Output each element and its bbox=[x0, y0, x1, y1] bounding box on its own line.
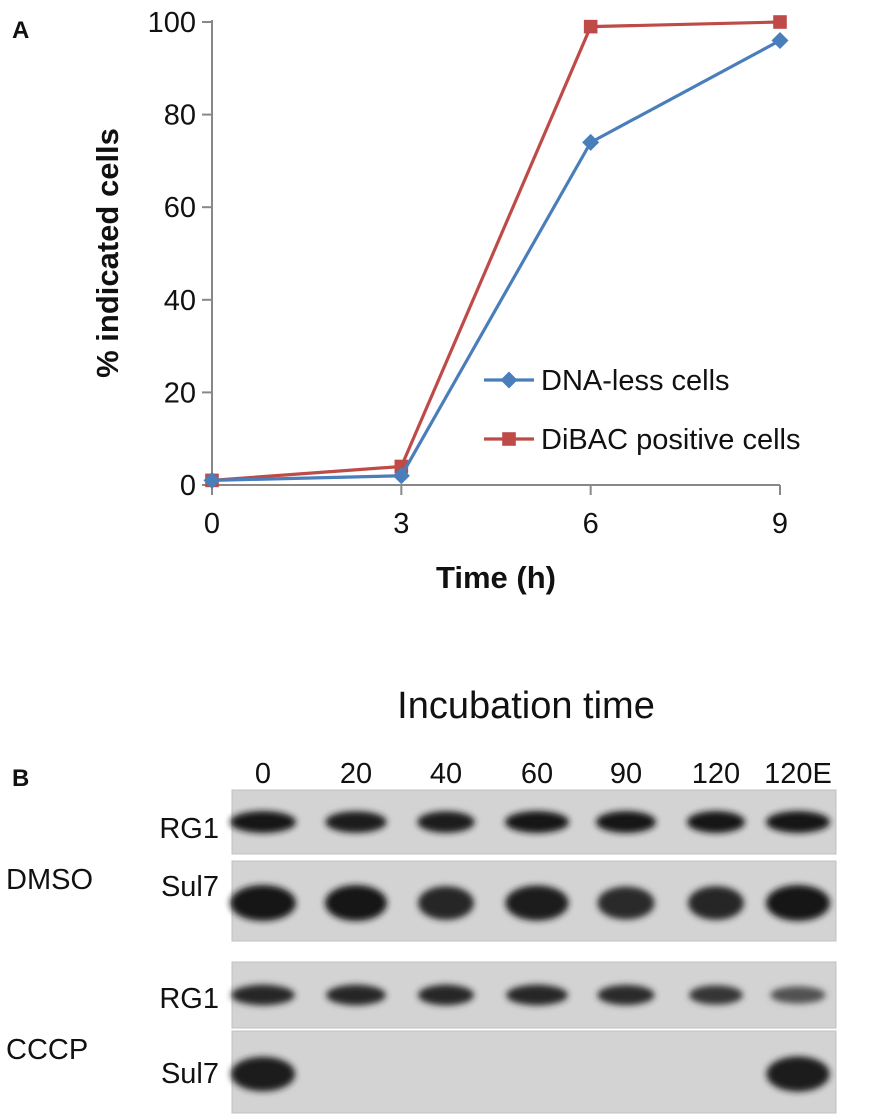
lane-label: 90 bbox=[610, 758, 642, 790]
blot-band bbox=[687, 811, 745, 833]
blot-band bbox=[325, 811, 387, 833]
protein-label: Sul7 bbox=[161, 871, 219, 903]
data-point bbox=[203, 471, 221, 489]
data-point bbox=[392, 467, 410, 485]
x-tick-label: 6 bbox=[583, 508, 599, 540]
lane-label: 20 bbox=[340, 758, 372, 790]
data-point bbox=[583, 19, 598, 34]
blot-row: RG1 bbox=[159, 789, 837, 855]
blot-band bbox=[230, 885, 296, 921]
y-tick-label: 40 bbox=[164, 285, 196, 317]
y-tick-label: 20 bbox=[164, 377, 196, 409]
blot-row: Sul7 bbox=[161, 1030, 837, 1114]
y-tick-label: 0 bbox=[180, 470, 196, 502]
protein-label: RG1 bbox=[159, 813, 219, 845]
blot-band bbox=[325, 885, 387, 921]
blot-band bbox=[326, 984, 386, 1006]
panel-a-label: A bbox=[12, 17, 29, 44]
legend: DNA-less cells DiBAC positive cells bbox=[484, 365, 800, 456]
legend-label: DiBAC positive cells bbox=[541, 424, 800, 456]
condition-label: CCCP bbox=[6, 1034, 88, 1066]
blot-band bbox=[766, 1056, 830, 1092]
legend-label: DNA-less cells bbox=[541, 365, 730, 397]
data-point bbox=[771, 32, 789, 50]
legend-item: DiBAC positive cells bbox=[484, 424, 800, 456]
x-axis-ticks: 0 3 6 9 bbox=[204, 485, 788, 540]
blot-band bbox=[766, 811, 830, 833]
legend-item: DNA-less cells bbox=[484, 365, 730, 397]
protein-label: RG1 bbox=[159, 983, 219, 1015]
blot-band bbox=[597, 984, 655, 1006]
x-tick-label: 3 bbox=[393, 508, 409, 540]
x-tick-label: 0 bbox=[204, 508, 220, 540]
western-blot: 0 20 40 60 90 120 120E DMSO RG1 Sul7 CCCP RG1 Sul7 bbox=[6, 758, 837, 1114]
lane-label: 60 bbox=[521, 758, 553, 790]
blot-band bbox=[505, 885, 569, 921]
blot-band bbox=[230, 1056, 296, 1092]
line-chart: 0 20 40 60 80 100 0 3 6 9 Time (h) % indicated c… bbox=[90, 7, 800, 595]
blot-band bbox=[688, 886, 744, 920]
blot-band bbox=[770, 986, 826, 1004]
blot-row: Sul7 bbox=[161, 860, 837, 942]
y-axis-ticks: 0 20 40 60 80 100 bbox=[148, 7, 212, 502]
data-point bbox=[773, 15, 787, 29]
x-tick-label: 9 bbox=[772, 508, 788, 540]
data-point bbox=[500, 371, 518, 389]
data-point bbox=[582, 133, 600, 151]
blot-band bbox=[418, 886, 474, 920]
blot-band bbox=[597, 886, 655, 920]
blot-band bbox=[231, 984, 295, 1006]
y-tick-label: 60 bbox=[164, 192, 196, 224]
y-tick-label: 100 bbox=[148, 7, 196, 39]
blot-band bbox=[418, 984, 474, 1006]
lane-label: 120 bbox=[692, 758, 740, 790]
series-dibac-positive-cells bbox=[205, 15, 787, 488]
lane-label: 120E bbox=[764, 758, 832, 790]
lane-label: 0 bbox=[255, 758, 271, 790]
blot-title: Incubation time bbox=[397, 685, 655, 727]
blot-band bbox=[689, 985, 743, 1005]
series-dna-less-cells bbox=[203, 32, 789, 489]
blot-band bbox=[596, 811, 656, 833]
protein-label: Sul7 bbox=[161, 1058, 219, 1090]
series-layer bbox=[203, 15, 789, 489]
blot-band bbox=[230, 811, 296, 833]
panel-b-label: B bbox=[12, 765, 29, 792]
blot-band bbox=[506, 984, 568, 1006]
blot-band bbox=[505, 811, 569, 833]
series-line bbox=[211, 20, 781, 482]
blot-membrane bbox=[231, 1030, 837, 1114]
y-axis-title: % indicated cells bbox=[90, 128, 125, 378]
x-axis-title: Time (h) bbox=[436, 560, 556, 595]
blot-band bbox=[766, 885, 830, 921]
data-point bbox=[502, 432, 516, 446]
series-line bbox=[211, 39, 781, 482]
blot-row: RG1 bbox=[159, 961, 837, 1029]
y-tick-label: 80 bbox=[164, 100, 196, 132]
lane-label: 40 bbox=[430, 758, 462, 790]
blot-band bbox=[417, 811, 475, 833]
condition-label: DMSO bbox=[6, 864, 93, 896]
